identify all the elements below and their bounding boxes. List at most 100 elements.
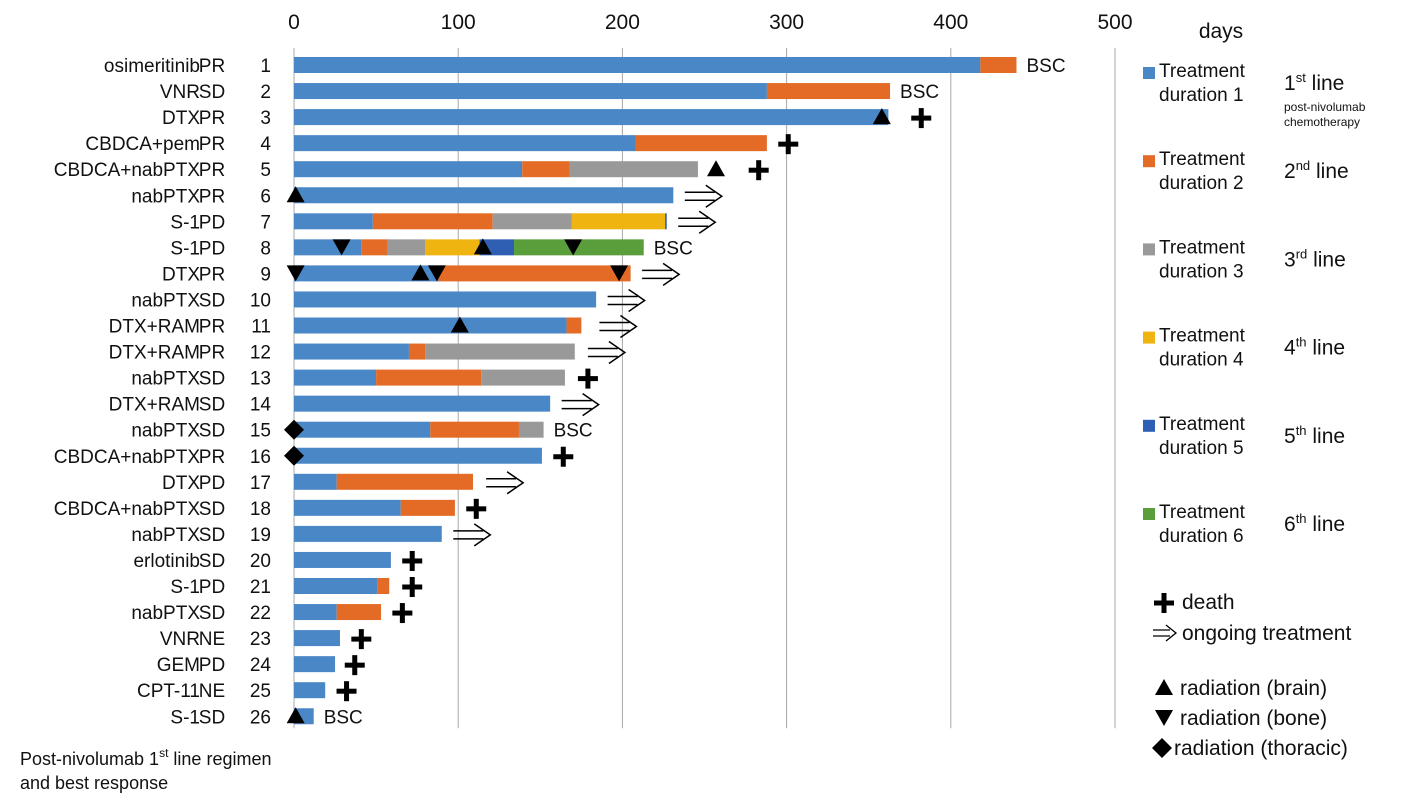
duration-bar-segment	[294, 343, 409, 360]
death-marker	[351, 629, 372, 650]
patient-row	[294, 682, 326, 699]
patient-row	[294, 578, 390, 594]
footnote: Post-nivolumab 1st line regimen and best …	[20, 746, 271, 793]
patient-row	[294, 630, 340, 647]
patient-id-label: 9	[260, 264, 271, 285]
duration-bar-segment	[294, 499, 401, 516]
response-label: NE	[199, 629, 225, 650]
duration-bar-segment	[571, 213, 666, 230]
legend-item: Treatment duration 3 3rd line	[1143, 237, 1346, 282]
ongoing-arrow	[607, 288, 646, 313]
patient-id-label: 25	[250, 681, 271, 702]
patient-row	[286, 264, 631, 282]
regimen-label: erlotinib	[133, 551, 200, 572]
legend-swatch	[1143, 67, 1155, 79]
regimen-label: nabPTX	[131, 603, 200, 624]
legend-swatch	[1143, 508, 1155, 520]
ongoing-arrow	[684, 184, 724, 208]
patient-row	[294, 525, 442, 542]
radiation-brain-marker	[473, 238, 492, 255]
regimen-label: CBDCA+nabPTX	[54, 499, 201, 520]
x-tick-label: 100	[441, 11, 476, 34]
symbol-legend-label: radiation (bone)	[1180, 707, 1327, 730]
radiation-brain-marker	[1155, 679, 1173, 695]
death-marker	[577, 368, 598, 389]
response-label: PR	[199, 264, 225, 285]
legend-item: Treatment duration 4 4th line	[1143, 326, 1345, 371]
patient-id-label: 14	[250, 395, 272, 416]
duration-bar-segment	[294, 83, 767, 100]
legend-series-name: Treatment	[1159, 326, 1246, 347]
patient-id-label: 11	[251, 317, 271, 338]
duration-bar-segment	[294, 161, 523, 178]
footnote-line: Post-nivolumab 1st line regimen	[20, 746, 271, 769]
patient-id-label: 5	[260, 160, 271, 181]
regimen-label: CPT-11	[137, 681, 200, 702]
response-label: PR	[199, 186, 225, 207]
legend-series-name: Treatment	[1159, 237, 1246, 258]
duration-bar-segment	[566, 317, 582, 334]
radiation-bone-marker	[564, 239, 583, 256]
response-label: PR	[199, 160, 225, 181]
response-label: SD	[199, 525, 225, 546]
legend-line-label: 5th line	[1284, 423, 1345, 448]
duration-bar-segment	[294, 213, 373, 230]
radiation-brain-marker	[706, 160, 725, 177]
regimen-label: nabPTX	[131, 421, 200, 442]
regimen-label: S-1	[170, 707, 200, 728]
ongoing-arrow-legend	[1153, 624, 1178, 642]
duration-bar-segment	[294, 395, 551, 412]
death-marker	[553, 446, 574, 467]
patient-id-label: 19	[250, 525, 271, 546]
regimen-label: CBDCA+nabPTX	[54, 160, 201, 181]
legend-series-name: duration 5	[1159, 438, 1244, 459]
bsc-label: BSC	[1026, 56, 1065, 77]
radiation-brain-marker	[450, 316, 469, 333]
patient-id-label: 7	[260, 212, 271, 233]
regimen-label: S-1	[170, 212, 200, 233]
footnote-line: and best response	[20, 773, 168, 793]
patient-row	[294, 343, 575, 360]
duration-bar-segment	[294, 525, 442, 542]
symbol-legend-item: radiation (thoracic)	[1152, 737, 1348, 760]
bsc-label: BSC	[654, 238, 693, 259]
radiation-bone-marker	[332, 239, 351, 256]
legend-series-name: Treatment	[1159, 149, 1246, 170]
patient-row	[294, 395, 551, 412]
duration-bar-segment	[294, 656, 336, 673]
radiation-brain-marker	[286, 186, 305, 203]
end-markers: BSC BSC BSC BSC BSC	[324, 56, 1066, 728]
regimen-label: nabPTX	[131, 369, 200, 390]
legend-swatch	[1143, 419, 1155, 432]
death-marker	[466, 498, 487, 519]
patient-id-label: 23	[250, 629, 271, 650]
duration-bar-segment	[294, 604, 337, 621]
ongoing-arrow	[561, 393, 600, 417]
patient-row	[294, 83, 891, 100]
patient-id-label: 21	[250, 577, 271, 598]
death-marker	[778, 134, 799, 155]
duration-bar-segment	[635, 135, 767, 152]
response-label: PD	[199, 473, 225, 494]
patient-row	[294, 238, 644, 256]
bsc-label: BSC	[900, 82, 939, 103]
duration-bar-segment	[665, 213, 667, 230]
symbol-legend-item: ongoing treatment	[1153, 622, 1351, 645]
patient-id-label: 22	[250, 603, 271, 624]
legend-swatch	[1143, 243, 1155, 256]
radiation-bone-marker	[286, 265, 305, 282]
patient-id-label: 10	[250, 290, 271, 311]
symbol-legend-item: death	[1154, 591, 1235, 614]
symbol-legend-label: radiation (brain)	[1180, 677, 1327, 700]
duration-bar-segment	[438, 265, 631, 282]
response-label: SD	[199, 369, 225, 390]
legend-series-name: Treatment	[1159, 502, 1246, 523]
regimen-label: osimeritinib	[104, 56, 200, 77]
duration-bar-segment	[376, 369, 482, 386]
patient-row	[294, 213, 667, 230]
symbol-legend-label: death	[1182, 591, 1235, 614]
death-marker	[911, 108, 932, 129]
response-label: NE	[199, 681, 225, 702]
response-label: SD	[199, 499, 225, 520]
patient-row	[294, 551, 391, 568]
